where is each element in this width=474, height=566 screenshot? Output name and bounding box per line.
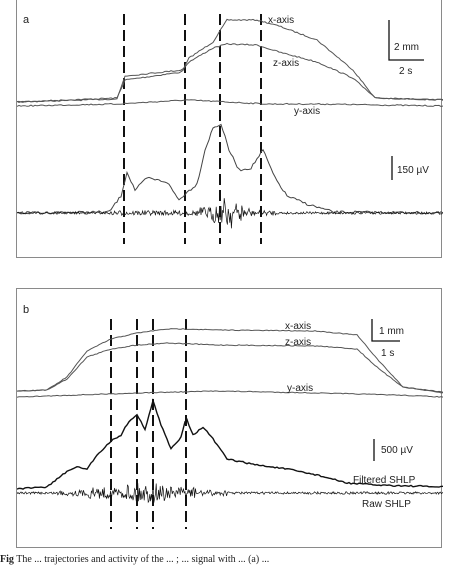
event-markers-a bbox=[123, 14, 262, 244]
voltage-scale-b: 500 µV bbox=[381, 445, 413, 456]
z-axis-trace-a bbox=[17, 42, 443, 103]
x-axis-label-a: x-axis bbox=[268, 15, 294, 26]
x-axis-trace-b bbox=[17, 328, 443, 393]
figure-caption: Fig The ... trajectories and activity of… bbox=[0, 553, 474, 566]
raw-signal-trace-a bbox=[17, 198, 443, 229]
filtered-signal-trace-a bbox=[17, 123, 443, 215]
panel-a-plot: a x-axis z-axis y-axis 2 mm 2 s 150 µV bbox=[17, 14, 443, 244]
caption-prefix: Fig bbox=[0, 554, 14, 565]
raw-shlp-label: Raw SHLP bbox=[362, 499, 411, 510]
displacement-scale-b: 1 mm bbox=[379, 326, 404, 337]
scale-bar-b bbox=[371, 319, 400, 461]
y-axis-label-b: y-axis bbox=[287, 383, 313, 394]
panel-b-plot: b x-axis z-axis y-axis 1 mm 1 s 500 µV F… bbox=[17, 304, 443, 529]
panel-b: b x-axis z-axis y-axis 1 mm 1 s 500 µV F… bbox=[16, 288, 443, 548]
z-axis-trace-b bbox=[17, 342, 443, 394]
panel-a-label: a bbox=[23, 14, 30, 26]
event-markers-b bbox=[110, 319, 187, 529]
z-axis-label-a: z-axis bbox=[273, 58, 299, 69]
displacement-scale-a: 2 mm bbox=[394, 42, 419, 53]
scale-bar-a bbox=[388, 20, 424, 180]
caption-text: The ... trajectories and activity of the… bbox=[16, 554, 270, 565]
z-axis-label-b: z-axis bbox=[285, 337, 311, 348]
x-axis-trace-a bbox=[17, 18, 443, 103]
x-axis-label-b: x-axis bbox=[285, 321, 311, 332]
time-scale-b: 1 s bbox=[381, 348, 394, 359]
voltage-scale-a: 150 µV bbox=[397, 165, 429, 176]
filtered-shlp-label: Filtered SHLP bbox=[353, 475, 416, 486]
y-axis-trace-a bbox=[17, 99, 443, 108]
filtered-shlp-trace bbox=[17, 398, 443, 490]
panel-b-label: b bbox=[23, 304, 29, 316]
time-scale-a: 2 s bbox=[399, 66, 412, 77]
y-axis-trace-b bbox=[17, 390, 443, 398]
y-axis-label-a: y-axis bbox=[294, 106, 320, 117]
raw-shlp-trace bbox=[17, 483, 443, 504]
panel-a: a x-axis z-axis y-axis 2 mm 2 s 150 µV bbox=[16, 0, 443, 258]
